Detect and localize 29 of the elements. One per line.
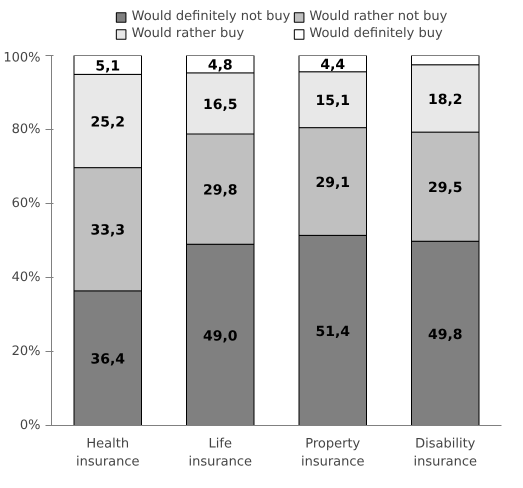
y-tick-label: 0% (20, 418, 40, 433)
data-label: 51,4 (315, 324, 350, 340)
x-tick-label: Health insurance (76, 436, 140, 470)
data-label: 4,8 (208, 58, 233, 74)
data-label: 49,8 (428, 326, 463, 343)
y-tick-label: 40% (12, 270, 41, 285)
data-label: 49,0 (202, 328, 238, 344)
data-label: 4,4 (320, 57, 346, 74)
y-tick-label: 80% (12, 122, 41, 137)
legend-label: Would rather not buy (309, 9, 448, 24)
x-tick-label: Life insurance (188, 436, 252, 470)
data-label: 29,5 (428, 180, 463, 196)
y-tick-label: 60% (12, 196, 41, 211)
data-label: 29,1 (315, 174, 350, 191)
data-label: 15,1 (315, 93, 350, 110)
x-tick-label: Disability insurance (413, 436, 478, 470)
legend-label: Would rather buy (132, 26, 244, 41)
data-label: 18,2 (428, 92, 463, 108)
data-label: 36,4 (90, 352, 126, 368)
y-tick-label: 20% (12, 344, 41, 359)
data-label: 16,5 (202, 96, 238, 113)
x-tick-label: Property insurance (300, 436, 365, 470)
legend-label: Would definitely not buy (132, 9, 290, 24)
legend-label: Would definitely buy (309, 26, 443, 41)
data-label: 29,8 (202, 182, 238, 199)
data-label: 33,3 (90, 222, 126, 239)
data-label: 5,1 (95, 58, 120, 74)
data-label: 25,2 (90, 114, 126, 130)
y-tick-label: 100% (3, 50, 41, 66)
